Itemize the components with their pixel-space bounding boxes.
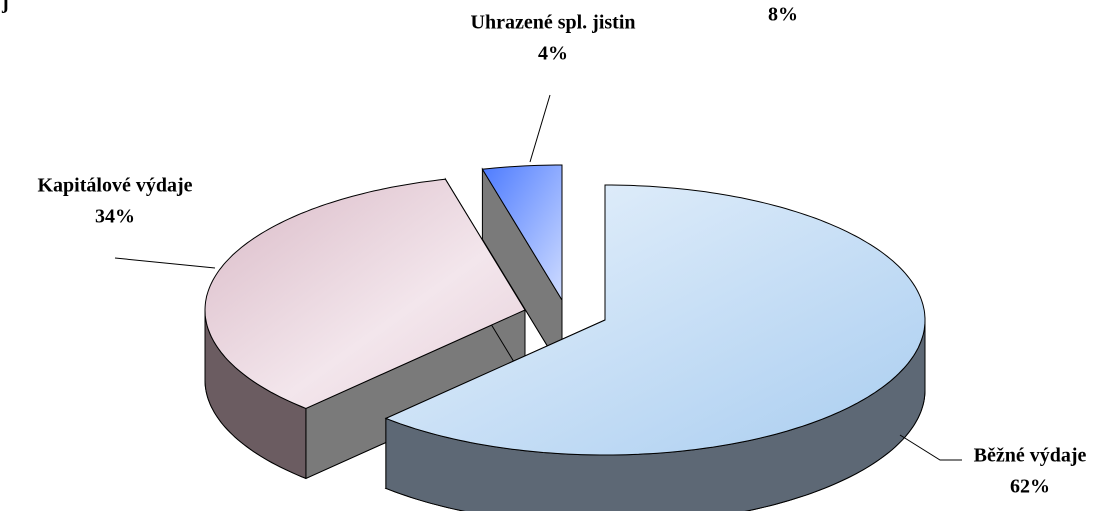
slice — [384, 184, 926, 456]
annotation: j — [1, 0, 9, 14]
slice-label: Uhrazené spl. jistin — [471, 12, 636, 34]
leader-line — [529, 94, 551, 163]
leader-line — [114, 257, 216, 269]
slice — [481, 164, 563, 302]
slice-value-label: 34% — [95, 206, 135, 228]
slice-value-label: 4% — [538, 43, 568, 65]
leader-line — [899, 434, 962, 461]
slice — [204, 178, 526, 409]
slice-label: Kapitálové výdaje — [38, 175, 193, 197]
slice-value-label: 62% — [1010, 476, 1050, 498]
slice-label: Běžné výdaje — [974, 445, 1087, 467]
annotation: 8% — [768, 4, 798, 26]
